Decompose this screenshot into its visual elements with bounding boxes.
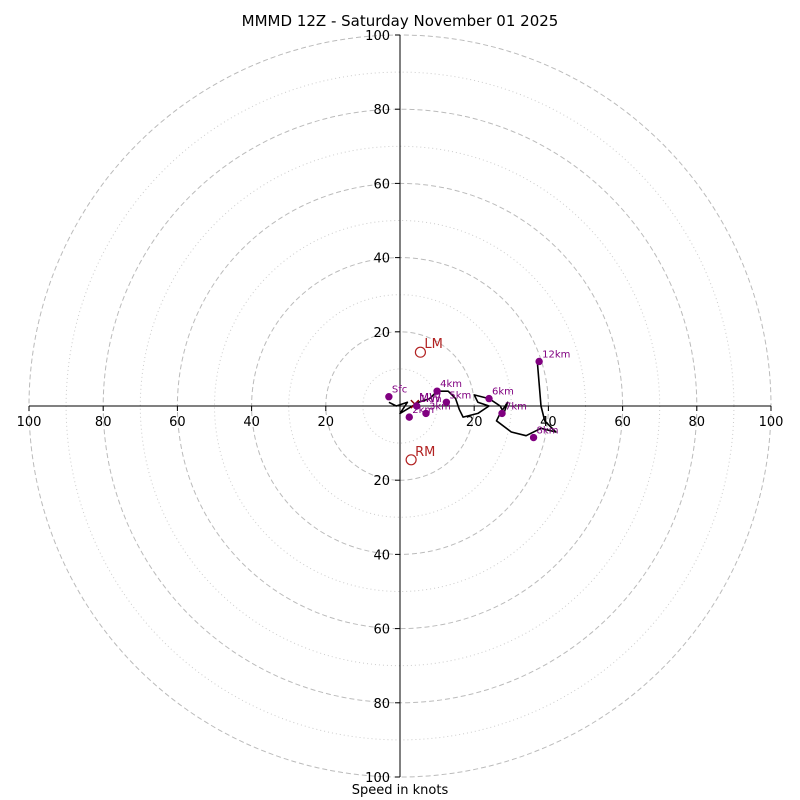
mean-wind-label: MW bbox=[419, 391, 441, 405]
tick-label-left-80: 80 bbox=[95, 415, 112, 430]
height-marker-5km bbox=[442, 398, 451, 406]
tick-label-bottom-100: 100 bbox=[365, 771, 390, 786]
height-marker-2km bbox=[405, 413, 413, 421]
tick-label-left-60: 60 bbox=[169, 415, 186, 430]
height-label-3km: 3km bbox=[429, 401, 451, 412]
tick-label-top-60: 60 bbox=[373, 177, 390, 192]
tick-label-bottom-60: 60 bbox=[373, 623, 390, 638]
x-axis-label: Speed in knots bbox=[351, 783, 449, 798]
tick-label-top-80: 80 bbox=[373, 103, 390, 118]
height-label-12km: 12km bbox=[542, 349, 570, 360]
tick-label-right-20: 20 bbox=[466, 415, 483, 430]
height-label-6km: 6km bbox=[492, 387, 514, 398]
tick-label-left-40: 40 bbox=[243, 415, 260, 430]
tick-label-top-20: 20 bbox=[373, 326, 390, 341]
chart-title: MMMD 12Z - Saturday November 01 2025 bbox=[241, 12, 559, 30]
tick-label-left-20: 20 bbox=[318, 415, 335, 430]
tick-label-bottom-20: 20 bbox=[373, 474, 390, 489]
height-label-7km: 7km bbox=[505, 401, 527, 412]
tick-label-top-40: 40 bbox=[373, 252, 390, 267]
height-marker-8km bbox=[529, 433, 538, 442]
storm-motion-label-rm: RM bbox=[415, 445, 435, 460]
height-marker-1km bbox=[412, 402, 421, 410]
height-marker-12km bbox=[535, 357, 543, 366]
tick-label-right-100: 100 bbox=[759, 415, 784, 430]
height-label-4km: 4km bbox=[440, 379, 462, 390]
tick-label-right-60: 60 bbox=[614, 415, 631, 430]
storm-motion-label-lm: LM bbox=[424, 337, 442, 352]
height-label-1km: 1km bbox=[420, 394, 442, 405]
height-marker-sfc bbox=[385, 393, 393, 401]
height-label-2km: 2km bbox=[412, 405, 434, 416]
height-label-5km: 5km bbox=[449, 390, 471, 401]
height-marker-7km bbox=[498, 409, 506, 418]
hodograph-trace bbox=[388, 361, 557, 437]
tick-label-top-100: 100 bbox=[365, 29, 390, 44]
tick-label-bottom-40: 40 bbox=[373, 548, 390, 563]
tick-label-right-80: 80 bbox=[689, 415, 706, 430]
height-marker-4km bbox=[433, 387, 441, 395]
height-marker-6km bbox=[485, 394, 493, 403]
tick-label-bottom-80: 80 bbox=[373, 697, 390, 712]
storm-motion-marker-lm bbox=[414, 346, 427, 358]
height-marker-3km bbox=[422, 409, 430, 418]
height-label-sfc: Sfc bbox=[392, 385, 407, 396]
storm-motion-marker-rm bbox=[405, 454, 417, 466]
tick-label-left-100: 100 bbox=[17, 415, 42, 430]
height-label-8km: 8km bbox=[537, 426, 559, 437]
